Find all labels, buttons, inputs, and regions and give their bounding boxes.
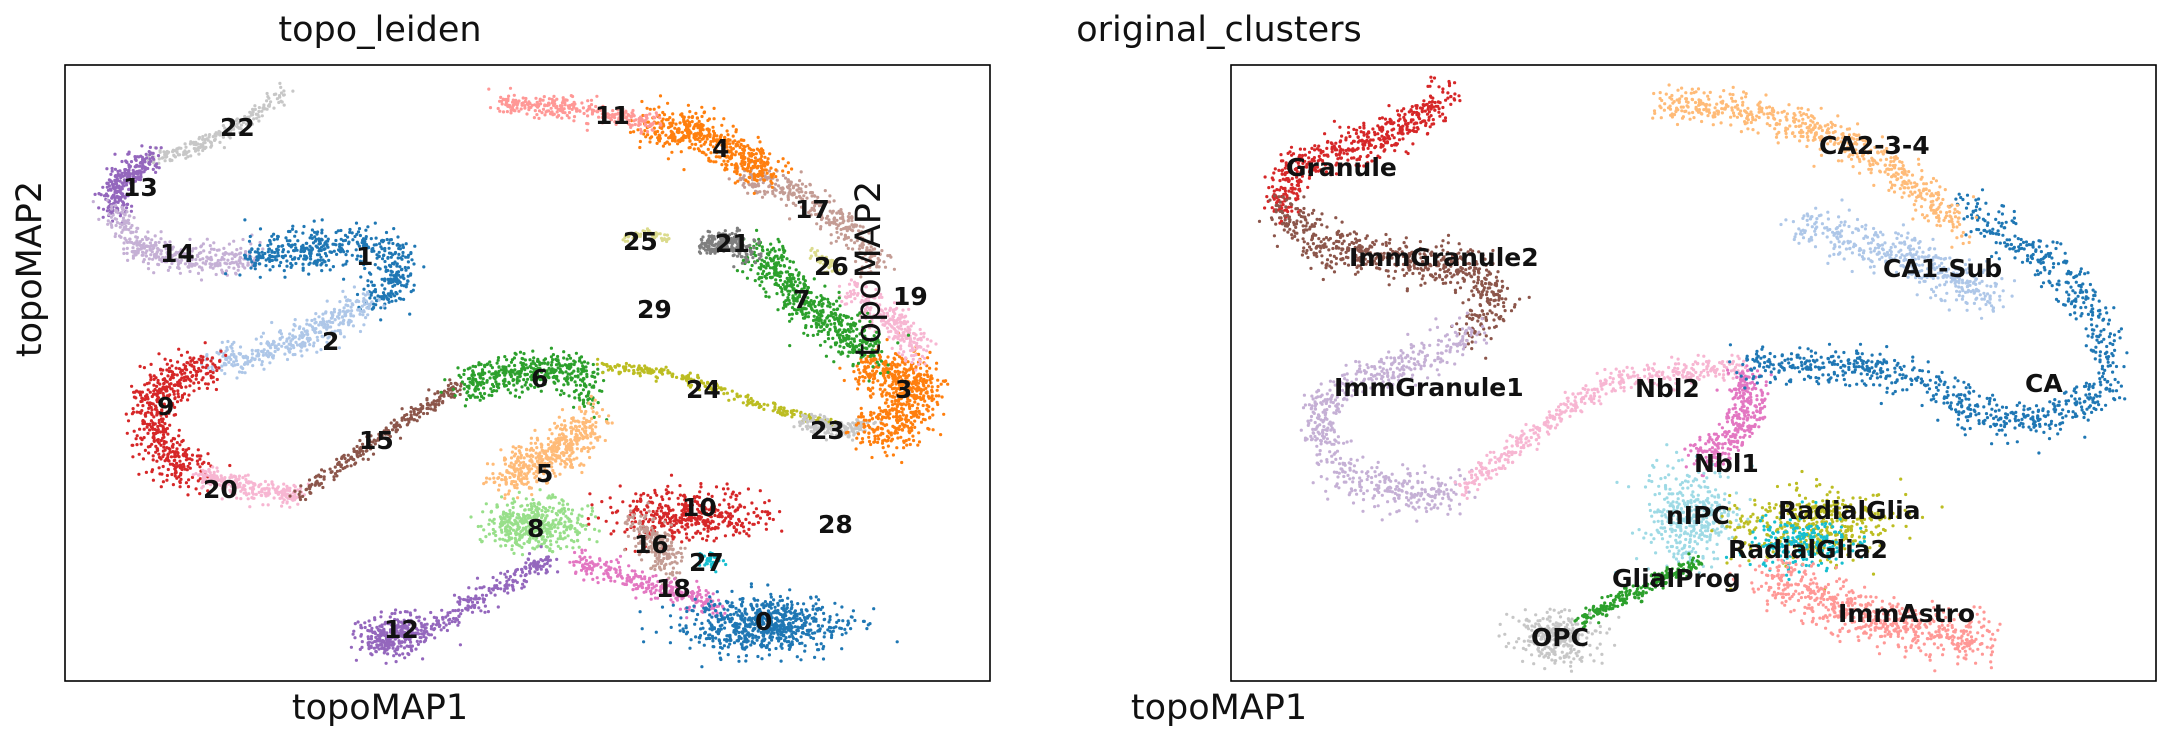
cluster-points-21: [697, 226, 763, 269]
cluster-label-ca: CA: [2025, 369, 2063, 398]
cluster-label-ca1-sub: CA1-Sub: [1883, 254, 2002, 283]
cluster-label-granule: Granule: [1286, 153, 1397, 182]
cluster-points-14: [91, 198, 265, 282]
cluster-label-24: 24: [686, 375, 721, 404]
cluster-points-9: [124, 341, 232, 497]
cluster-label-19: 19: [893, 282, 928, 311]
cluster-label-18: 18: [656, 574, 691, 603]
cluster-points-11: [487, 86, 663, 135]
cluster-label-29: 29: [637, 295, 672, 324]
cluster-points-nbl2: [1453, 353, 1753, 500]
cluster-label-13: 13: [123, 173, 158, 202]
cluster-points-radialglia2: [1724, 500, 1866, 582]
cluster-points-immgranule1: [1299, 311, 1489, 523]
cluster-label-4: 4: [712, 134, 729, 163]
left-x-axis-label: topoMAP1: [291, 688, 469, 728]
cluster-points-12: [366, 545, 560, 657]
cluster-label-9: 9: [157, 392, 174, 421]
cluster-points-8: [469, 488, 601, 557]
cluster-points-12: [349, 608, 432, 665]
cluster-label-immastro: ImmAstro: [1838, 599, 1975, 628]
cluster-label-11: 11: [595, 101, 630, 130]
cluster-points-nbl1: [1683, 364, 1773, 478]
cluster-points-20: [191, 465, 310, 509]
cluster-points-glialprog: [1573, 552, 1704, 630]
cluster-points-10: [586, 473, 784, 554]
cluster-points-25: [621, 227, 671, 244]
cluster-label-immgranule2: ImmGranule2: [1349, 243, 1539, 272]
cluster-points-5: [482, 394, 614, 500]
cluster-label-20: 20: [203, 475, 238, 504]
cluster-points-opc: [1497, 607, 1621, 673]
cluster-label-27: 27: [689, 548, 724, 577]
cluster-label-15: 15: [359, 426, 394, 455]
cluster-points-ca1-sub: [1779, 198, 2017, 320]
cluster-points-22: [147, 81, 295, 165]
cluster-points-13: [93, 144, 163, 225]
cluster-label-5: 5: [536, 459, 553, 488]
cluster-label-7: 7: [793, 285, 810, 314]
cluster-label-2: 2: [322, 327, 339, 356]
cluster-points-26: [808, 246, 842, 274]
cluster-label-1: 1: [356, 242, 373, 271]
left-chart-title: topo_leiden: [278, 10, 482, 50]
cluster-points-27: [698, 551, 728, 574]
cluster-label-8: 8: [527, 514, 544, 543]
cluster-label-10: 10: [682, 493, 717, 522]
cluster-label-25: 25: [623, 227, 658, 256]
cluster-points-2: [199, 285, 386, 380]
cluster-points-24: [595, 357, 842, 428]
cluster-points-18: [568, 548, 727, 620]
cluster-label-glialprog: GlialProg: [1612, 564, 1741, 593]
cluster-label-28: 28: [818, 510, 853, 539]
cluster-label-radialglia2: RadialGlia2: [1728, 535, 1888, 564]
cluster-points-radialglia: [1710, 469, 1944, 592]
cluster-label-0: 0: [755, 607, 772, 636]
right-chart-title: original_clusters: [1076, 10, 1362, 50]
cluster-points-immastro: [1728, 547, 2002, 673]
cluster-label-12: 12: [384, 615, 419, 644]
cluster-label-3: 3: [895, 375, 912, 404]
cluster-points-ca: [1728, 188, 2129, 455]
cluster-points-4: [628, 94, 794, 195]
cluster-points-23: [792, 412, 883, 442]
cluster-label-nbl1: Nbl1: [1694, 449, 1759, 478]
right-y-axis-label: topoMAP2: [849, 180, 889, 358]
cluster-label-immgranule1: ImmGranule1: [1334, 373, 1524, 402]
cluster-points-granule: [1263, 75, 1462, 225]
cluster-label-16: 16: [634, 530, 669, 559]
cluster-label-17: 17: [795, 195, 830, 224]
cluster-label-26: 26: [814, 252, 849, 281]
cluster-points-0: [638, 582, 899, 669]
left-y-axis-label: topoMAP2: [10, 180, 50, 358]
cluster-label-14: 14: [160, 239, 195, 268]
cluster-label-radialglia: RadialGlia: [1778, 496, 1921, 525]
plot-frame: [64, 64, 991, 682]
cluster-points-nipc: [1614, 443, 1754, 584]
cluster-points-ca2-3-4: [1651, 83, 1978, 249]
cluster-label-opc: OPC: [1531, 623, 1589, 652]
cluster-points-15: [288, 378, 463, 502]
cluster-label-nipc: nIPC: [1666, 501, 1730, 530]
cluster-label-6: 6: [531, 364, 548, 393]
cluster-points-immgranule2: [1257, 194, 1531, 360]
cluster-points-6: [439, 346, 609, 422]
plot-frame: [1230, 64, 2157, 682]
right-x-axis-label: topoMAP1: [1130, 688, 1308, 728]
cluster-label-ca2-3-4: CA2-3-4: [1819, 131, 1930, 160]
cluster-points-16: [623, 501, 687, 595]
cluster-label-21: 21: [715, 229, 750, 258]
cluster-label-23: 23: [810, 416, 845, 445]
cluster-label-nbl2: Nbl2: [1635, 374, 1700, 403]
cluster-points-1: [224, 218, 426, 322]
cluster-label-22: 22: [220, 113, 255, 142]
